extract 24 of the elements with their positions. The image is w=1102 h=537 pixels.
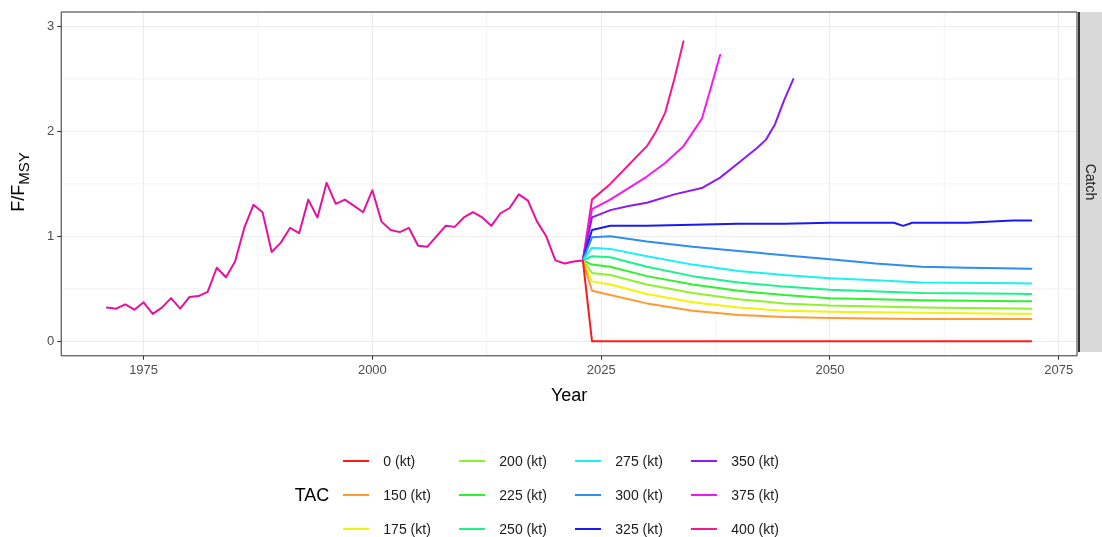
legend-label: 325 (kt) bbox=[615, 521, 663, 537]
x-tick-label: 2075 bbox=[1044, 362, 1074, 378]
legend-label: 375 (kt) bbox=[731, 487, 779, 503]
legend-label: 200 (kt) bbox=[499, 453, 547, 469]
legend-label: 150 (kt) bbox=[383, 487, 431, 503]
y-tick-label: 2 bbox=[47, 123, 55, 139]
y-tick-label: 0 bbox=[47, 332, 55, 348]
legend-label: 275 (kt) bbox=[615, 453, 663, 469]
legend-title: TAC bbox=[294, 484, 330, 506]
y-tick-label: 1 bbox=[47, 227, 55, 243]
x-tick-label: 2050 bbox=[815, 362, 845, 378]
legend-label: 300 (kt) bbox=[615, 487, 663, 503]
legend-label: 225 (kt) bbox=[499, 487, 547, 503]
x-axis-title: Year bbox=[550, 385, 588, 406]
x-tick-label: 2000 bbox=[357, 362, 387, 378]
x-tick-label: 2025 bbox=[586, 362, 616, 378]
legend-label: 0 (kt) bbox=[383, 453, 416, 469]
legend-label: 400 (kt) bbox=[731, 521, 779, 537]
text: Catch bbox=[1083, 163, 1099, 201]
x-tick-label: 1975 bbox=[129, 362, 159, 378]
legend-label: 175 (kt) bbox=[383, 521, 431, 537]
y-tick-label: 3 bbox=[47, 18, 55, 34]
legend-label: 350 (kt) bbox=[731, 453, 779, 469]
legend-label: 250 (kt) bbox=[499, 521, 547, 537]
